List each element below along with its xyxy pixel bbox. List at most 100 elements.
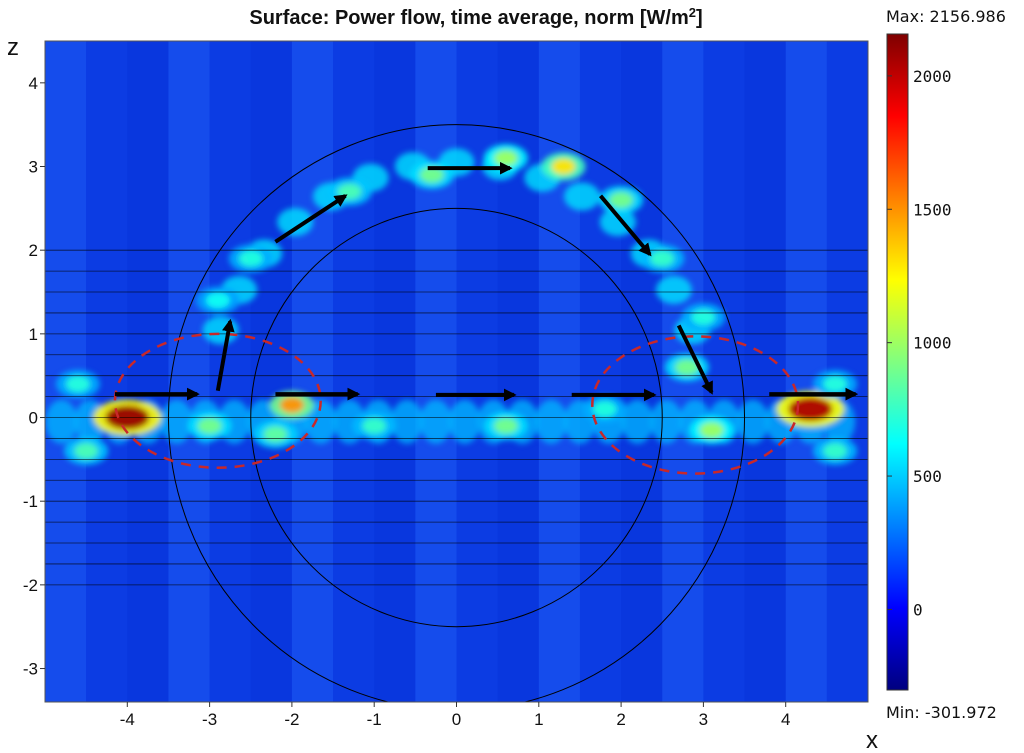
colorbar-gradient — [886, 33, 909, 691]
intensity-spot-core — [788, 397, 833, 422]
flow-arrow — [274, 194, 348, 244]
intensity-spot-core — [699, 422, 724, 439]
waveguide-glow — [535, 399, 568, 444]
intensity-spot-core — [205, 292, 230, 309]
colorbar-tick-label: 2000 — [913, 67, 952, 86]
waveguide-glow — [448, 399, 481, 444]
vertical-band — [456, 41, 498, 702]
vertical-band — [538, 41, 580, 702]
ring-glow — [202, 316, 239, 345]
ring-boundaries — [168, 124, 745, 702]
intensity-spot-core — [609, 191, 634, 208]
intensity-spot-core — [65, 376, 90, 393]
vertical-band — [415, 41, 457, 702]
intensity-spot-core — [823, 442, 848, 459]
intensity-spot-core — [592, 401, 617, 418]
flow-arrow — [598, 194, 652, 257]
vertical-band — [86, 41, 128, 702]
power-flow-arrows — [114, 161, 859, 402]
waveguide-glow — [160, 399, 193, 444]
waveguide-glow — [391, 399, 424, 444]
vertical-band — [168, 41, 210, 702]
vertical-band — [497, 41, 539, 702]
intensity-spot-core — [197, 417, 222, 434]
y-tick-label: -3 — [23, 660, 38, 679]
intensity-spots — [45, 144, 858, 465]
vertical-band — [703, 41, 745, 702]
x-axis-label: x — [866, 727, 878, 753]
horizontal-layer-lines — [45, 249, 868, 586]
y-tick-label: 4 — [29, 74, 38, 93]
vertical-band — [291, 41, 334, 702]
colorbar: Max: 2156.986 0 500 1000 1500 2000 Min: -301… — [886, 7, 1006, 722]
intensity-spot-core — [74, 442, 99, 459]
x-tick-label: -1 — [367, 710, 382, 729]
intensity-spot-core — [493, 150, 518, 167]
colorbar-min-label: Min: -301.972 — [886, 703, 997, 722]
ring-glow — [564, 182, 601, 211]
colorbar-tick-label: 500 — [913, 467, 942, 486]
ring-circle — [250, 207, 663, 628]
intensity-spot-core — [419, 166, 444, 183]
x-tick-label: -3 — [202, 710, 217, 729]
intensity-spot-core — [674, 359, 699, 376]
vertical-band — [333, 41, 375, 702]
ring-glow — [655, 275, 692, 304]
intensity-spot-core — [650, 250, 675, 267]
y-tick-label: 1 — [29, 325, 38, 344]
waveguide-glow — [419, 399, 452, 444]
y-axis-ticks: -3 -2 -1 0 1 2 3 4 — [23, 74, 45, 679]
vertical-band — [785, 41, 827, 702]
x-tick-label: -2 — [284, 710, 299, 729]
x-tick-label: -4 — [120, 710, 135, 729]
intensity-spot-core — [263, 426, 288, 443]
x-tick-label: 4 — [781, 710, 790, 729]
y-tick-label: -2 — [23, 576, 38, 595]
x-tick-label: 2 — [616, 710, 625, 729]
vertical-band — [744, 41, 786, 702]
intensity-spot-core — [362, 417, 387, 434]
y-tick-label: 0 — [29, 409, 38, 428]
vertical-bands — [45, 41, 868, 702]
ring-circle — [168, 124, 745, 702]
vertical-band — [579, 41, 622, 702]
ring-glow — [277, 208, 314, 237]
vertical-band — [621, 41, 663, 702]
intensity-spot-core — [279, 396, 304, 413]
colorbar-max-label: Max: 2156.986 — [886, 7, 1006, 26]
waveguide-glow — [736, 399, 769, 444]
x-tick-label: 0 — [452, 710, 461, 729]
colorbar-tick-label: 1500 — [913, 200, 952, 219]
y-tick-label: 3 — [29, 158, 38, 177]
intensity-spot-core — [823, 376, 848, 393]
flow-arrow — [676, 324, 714, 395]
vertical-band — [374, 41, 416, 702]
chart-title: Surface: Power flow, time average, norm … — [249, 5, 702, 29]
vertical-band — [250, 41, 292, 702]
colorbar-ticks: 0 500 1000 1500 2000 — [887, 67, 952, 619]
coupling-region-ellipse — [113, 332, 322, 469]
y-axis-label: z — [7, 34, 19, 61]
waveguide-glow — [304, 399, 337, 444]
vertical-band — [209, 41, 251, 702]
y-tick-label: -1 — [23, 492, 38, 511]
x-tick-label: 3 — [699, 710, 708, 729]
x-axis-ticks: -4 -3 -2 -1 0 1 2 3 4 — [120, 702, 790, 729]
vertical-band — [127, 41, 169, 702]
y-tick-label: 2 — [29, 241, 38, 260]
intensity-spot-core — [238, 250, 263, 267]
flow-arrow — [215, 318, 235, 392]
colorbar-tick-label: 0 — [913, 600, 923, 619]
dashed-ellipses — [113, 332, 800, 475]
intensity-spot-core — [551, 158, 576, 175]
intensity-spot-core — [493, 417, 518, 434]
waveguide-glow — [45, 399, 78, 444]
coupling-region-ellipse — [591, 335, 800, 475]
x-tick-label: 1 — [534, 710, 543, 729]
plot-area — [45, 41, 868, 702]
colorbar-tick-label: 1000 — [913, 334, 952, 353]
intensity-spot-core — [691, 309, 716, 326]
waveguide-glow — [650, 399, 683, 444]
waveguide-glow — [621, 399, 654, 444]
